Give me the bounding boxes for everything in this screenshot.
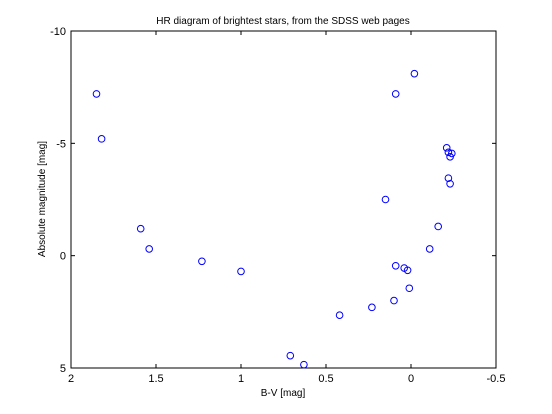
data-point xyxy=(300,360,308,369)
chart-title: HR diagram of brightest stars, from the … xyxy=(156,16,409,27)
data-point xyxy=(434,222,443,231)
y-axis-label: Absolute magnitude [mag] xyxy=(37,141,48,257)
data-point xyxy=(403,266,412,275)
data-point xyxy=(425,245,434,253)
x-tick-label: 0 xyxy=(408,373,414,385)
x-tick-label: 1.5 xyxy=(148,373,163,385)
data-point xyxy=(446,179,454,188)
data-point xyxy=(136,224,145,233)
data-point xyxy=(448,149,456,158)
y-tick-label: 0 xyxy=(60,251,66,263)
data-point xyxy=(444,148,453,157)
data-point xyxy=(145,245,153,253)
data-point xyxy=(444,174,453,182)
y-tick-label: -10 xyxy=(50,26,66,38)
data-point xyxy=(390,296,398,305)
data-point xyxy=(405,284,414,293)
data-point xyxy=(391,90,400,98)
data-point xyxy=(381,195,390,204)
data-point xyxy=(286,351,295,360)
x-tick-label: -0.5 xyxy=(487,373,506,385)
data-points xyxy=(92,69,456,369)
data-point xyxy=(92,90,101,98)
x-axis-ticks: 2 1.5 1 0.5 0 -0.5 xyxy=(68,31,506,385)
x-tick-label: 2 xyxy=(68,373,74,385)
data-point xyxy=(198,257,206,266)
data-point xyxy=(368,303,376,312)
x-axis-label: B-V [mag] xyxy=(261,388,306,399)
data-point xyxy=(97,135,106,143)
data-point xyxy=(391,261,400,270)
data-point xyxy=(442,144,451,152)
plot-area xyxy=(70,30,497,369)
x-tick-label: 0.5 xyxy=(318,373,333,385)
y-axis-ticks: -10 -5 0 5 xyxy=(50,26,496,375)
y-tick-label: -5 xyxy=(56,138,66,150)
data-point xyxy=(335,311,344,320)
data-point xyxy=(410,69,419,78)
x-tick-label: 1 xyxy=(238,373,244,385)
y-tick-label: 5 xyxy=(60,363,66,375)
data-point xyxy=(237,267,245,276)
